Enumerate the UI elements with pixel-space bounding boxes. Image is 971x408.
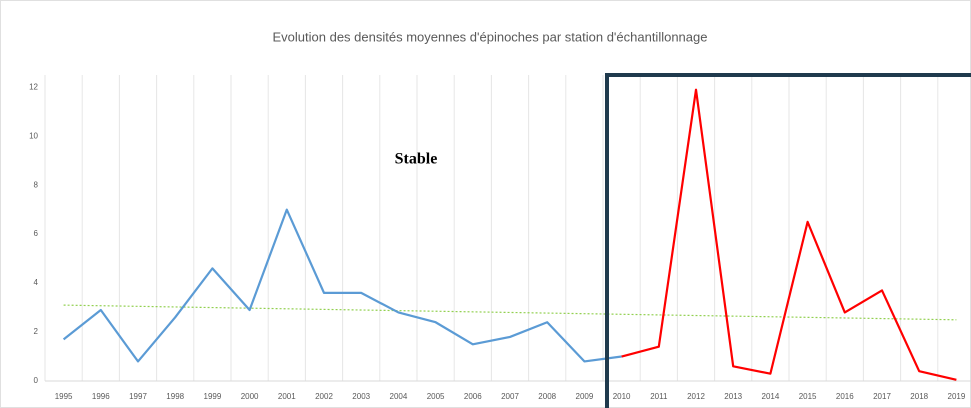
x-tick-label: 2011	[650, 392, 668, 401]
annotation: Stable	[395, 151, 438, 168]
x-tick-label: 2003	[352, 392, 370, 401]
x-tick-label: 2002	[315, 392, 333, 401]
trendline	[63, 304, 957, 321]
x-tick-label: 2010	[613, 392, 631, 401]
y-tick-label: 6	[34, 229, 39, 238]
x-tick-label: 2019	[948, 392, 966, 401]
x-tick-label: 1999	[204, 392, 222, 401]
series-line	[621, 88, 957, 381]
x-tick-label: 2004	[390, 392, 408, 401]
x-tick-label: 2000	[241, 392, 259, 401]
y-tick-label: 8	[34, 180, 39, 189]
x-tick-label: 1995	[55, 392, 73, 401]
y-tick-label: 0	[34, 376, 39, 385]
x-tick-label: 1998	[166, 392, 184, 401]
x-tick-label: 1997	[129, 392, 147, 401]
series-line	[62, 208, 622, 363]
y-tick-label: 10	[29, 131, 38, 140]
x-tick-label: 2007	[501, 392, 519, 401]
x-tick-label: 2005	[427, 392, 445, 401]
x-tick-label: 2017	[873, 392, 891, 401]
chart-title: Evolution des densités moyennes d'épinoc…	[273, 29, 708, 44]
x-tick-label: 2008	[538, 392, 556, 401]
x-tick-label: 2001	[278, 392, 296, 401]
x-tick-label: 2016	[836, 392, 854, 401]
x-tick-label: 2006	[464, 392, 482, 401]
x-tick-label: 2009	[576, 392, 594, 401]
y-tick-label: 2	[34, 327, 39, 336]
y-tick-label: 4	[34, 278, 39, 287]
x-tick-label: 2018	[910, 392, 928, 401]
x-tick-label: 2015	[799, 392, 817, 401]
x-tick-label: 2012	[687, 392, 705, 401]
y-tick-label: 12	[29, 82, 38, 91]
x-tick-label: 1996	[92, 392, 110, 401]
highlight-box	[605, 73, 971, 408]
x-tick-label: 2014	[762, 392, 780, 401]
x-tick-label: 2013	[724, 392, 742, 401]
